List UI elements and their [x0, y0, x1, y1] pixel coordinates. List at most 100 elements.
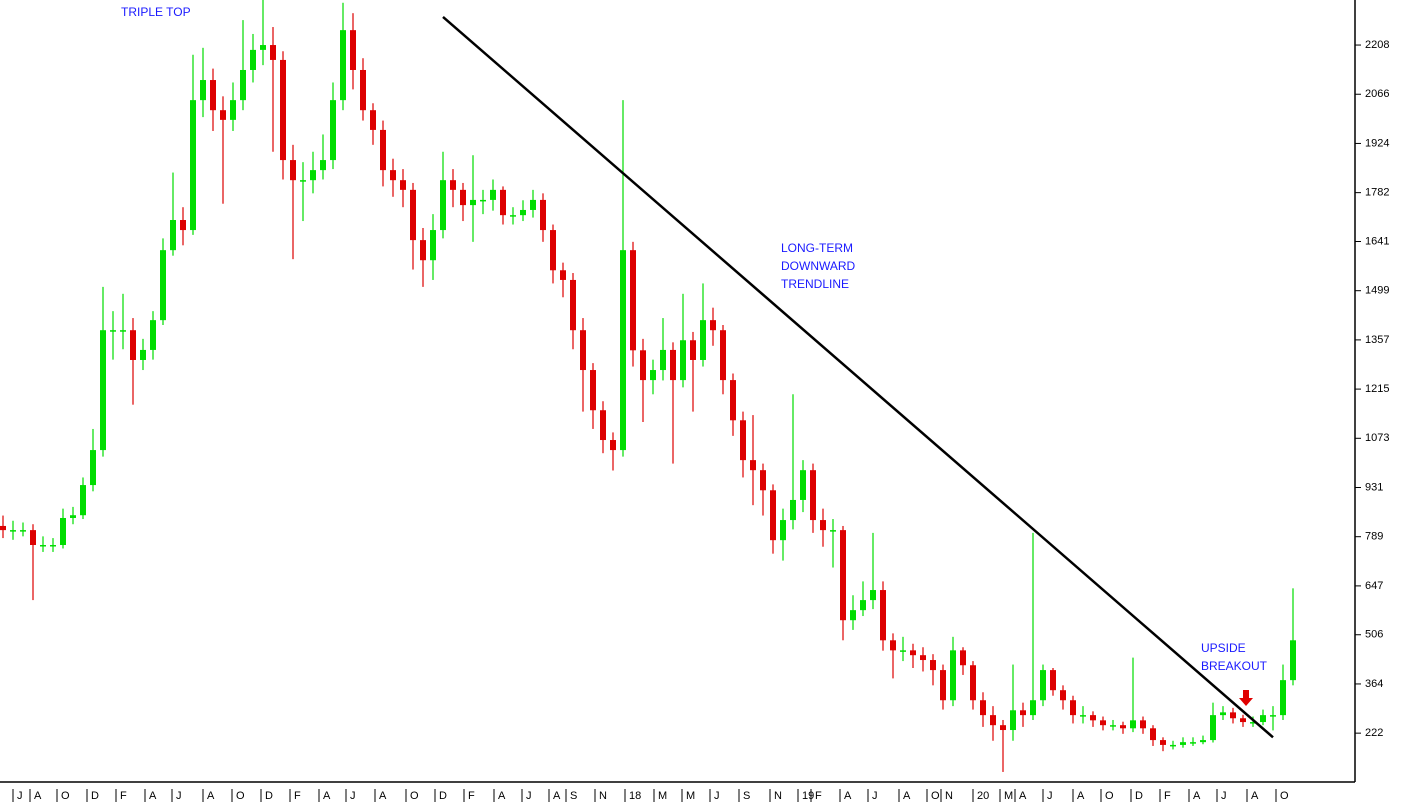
candle-body — [970, 665, 976, 701]
candle-body — [1100, 720, 1106, 726]
y-tick-label: 789 — [1365, 531, 1383, 543]
candle-body — [1010, 710, 1016, 731]
plot-area — [0, 0, 1296, 772]
candle-body — [270, 45, 276, 60]
candle-body — [310, 170, 316, 181]
candle-body — [1040, 670, 1046, 701]
candle-body — [1280, 680, 1286, 716]
candle-body — [380, 129, 386, 171]
candle-body — [350, 30, 356, 70]
candle-body — [180, 220, 186, 231]
x-tick-label: D — [91, 790, 99, 802]
x-tick-label: F — [120, 790, 127, 802]
candle-body — [440, 180, 446, 231]
y-tick-label: 1499 — [1365, 285, 1389, 297]
candle-body — [1160, 740, 1166, 745]
x-tick-label: O — [1280, 790, 1289, 802]
y-tick-label: 931 — [1365, 481, 1383, 493]
candle-body — [1060, 690, 1066, 701]
trendline — [442, 16, 1274, 739]
y-tick-label: 506 — [1365, 629, 1383, 641]
x-tick-label: O — [1105, 790, 1114, 802]
candle-body — [590, 370, 596, 411]
candle-body — [70, 515, 76, 518]
candle-body — [40, 545, 46, 547]
candle-body — [990, 715, 996, 726]
candle-body — [240, 69, 246, 101]
x-tick-label: O — [236, 790, 245, 802]
annotation: TRENDLINE — [781, 277, 849, 291]
candle-body — [560, 270, 566, 280]
candle-body — [520, 209, 526, 216]
x-tick-label: F — [815, 790, 822, 802]
candle-body — [1220, 712, 1226, 716]
x-tick-label: A — [498, 790, 506, 802]
candle-body — [100, 330, 106, 451]
candle-body — [600, 410, 606, 441]
x-tick-label: D — [1135, 790, 1143, 802]
y-tick-label: 1357 — [1365, 334, 1389, 346]
x-tick-label: N — [599, 790, 607, 802]
candle-body — [700, 320, 706, 360]
candle-body — [1250, 722, 1256, 724]
candle-body — [770, 490, 776, 541]
candle-body — [20, 530, 26, 532]
x-tick-label: A — [903, 790, 911, 802]
x-tick-label: F — [294, 790, 301, 802]
x-tick-label: J — [1047, 790, 1053, 802]
candle-body — [790, 499, 796, 521]
candle-body — [580, 330, 586, 371]
y-tick-label: 1073 — [1365, 432, 1389, 444]
y-tick-label: 1641 — [1365, 235, 1389, 247]
candle-body — [750, 460, 756, 471]
x-tick-label: J — [1221, 790, 1227, 802]
candle-body — [290, 160, 296, 181]
x-tick-label: N — [945, 790, 953, 802]
x-tick-label: S — [570, 790, 577, 802]
candle-body — [960, 650, 966, 666]
candle-body — [920, 655, 926, 661]
x-tick-label: 20 — [977, 790, 989, 802]
candle-body — [1180, 742, 1186, 745]
x-tick-label: F — [468, 790, 475, 802]
candle-body — [950, 650, 956, 701]
annotation: TRIPLE TOP — [121, 5, 191, 19]
candle-body — [660, 349, 666, 371]
candle-body — [870, 590, 876, 601]
candle-body — [760, 470, 766, 491]
candle-body — [840, 530, 846, 621]
candle-body — [510, 215, 516, 217]
candle-body — [230, 100, 236, 120]
candle-body — [400, 180, 406, 190]
candle-body — [1120, 725, 1126, 729]
candle-body — [1000, 725, 1006, 731]
candle-body — [1050, 670, 1056, 691]
candle-body — [890, 640, 896, 651]
candle-body — [250, 49, 256, 70]
candle-body — [740, 420, 746, 461]
candle-body — [720, 330, 726, 381]
candle-body — [360, 69, 366, 111]
annotation: LONG-TERM — [781, 241, 853, 255]
x-tick-label: A — [553, 790, 561, 802]
y-tick-label: 364 — [1365, 678, 1383, 690]
candle-body — [1150, 728, 1156, 741]
x-tick-label: 18 — [629, 790, 641, 802]
candle-body — [130, 330, 136, 360]
annotation: DOWNWARD — [781, 259, 856, 273]
candle-body — [1260, 715, 1266, 723]
x-tick-label: J — [714, 790, 720, 802]
candle-body — [800, 470, 806, 500]
candle-body — [730, 380, 736, 421]
candle-body — [940, 670, 946, 701]
candle-body — [620, 250, 626, 451]
y-tick-label: 222 — [1365, 727, 1383, 739]
candle-body — [220, 110, 226, 120]
candle-body — [670, 349, 676, 381]
x-tick-label: 19 — [802, 790, 814, 802]
candle-body — [430, 230, 436, 261]
candle-body — [1230, 712, 1236, 719]
annotation: UPSIDE — [1201, 641, 1246, 655]
candle-body — [410, 189, 416, 241]
candle-body — [530, 199, 536, 210]
